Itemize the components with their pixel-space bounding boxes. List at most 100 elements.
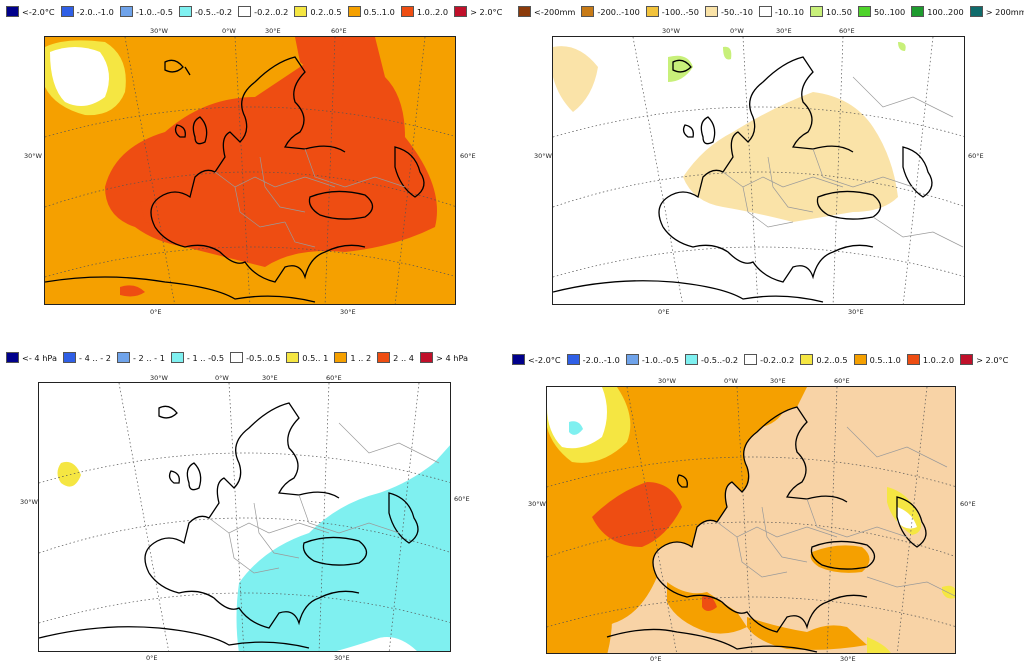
legend-label: -0.5..-0.2 bbox=[194, 6, 233, 17]
legend-swatch bbox=[400, 6, 414, 17]
legend-swatch bbox=[853, 354, 867, 365]
graticule bbox=[547, 387, 955, 653]
anomaly-area-warm bbox=[120, 285, 145, 297]
legend-item: 0.2..0.5 bbox=[800, 354, 848, 365]
legend: <-2.0°C -2.0..-1.0 -1.0..-0.5 -0.5..-0.2… bbox=[512, 354, 1014, 365]
map-frame bbox=[38, 382, 451, 652]
legend-swatch bbox=[377, 352, 391, 363]
legend-swatch bbox=[566, 354, 580, 365]
legend-label: -200..-100 bbox=[597, 6, 640, 17]
anomaly-area-warm bbox=[547, 557, 612, 653]
lon-label: 0°W bbox=[222, 27, 236, 35]
legend-item: -0.5..0.5 bbox=[230, 352, 280, 363]
anomaly-area-cool bbox=[569, 421, 583, 435]
map-frame bbox=[552, 36, 965, 305]
coastline bbox=[553, 56, 933, 303]
legend-item: -0.2..0.2 bbox=[238, 6, 288, 17]
legend-label: -0.5..0.5 bbox=[246, 352, 281, 363]
anomaly-area-warm bbox=[592, 482, 682, 547]
lon-label: 30°E bbox=[848, 308, 864, 316]
legend-swatch bbox=[420, 352, 434, 363]
anomaly-area-positive bbox=[57, 461, 81, 487]
legend-label: -2.0..-1.0 bbox=[582, 354, 620, 365]
legend-swatch bbox=[116, 352, 130, 363]
lon-label: 0°E bbox=[150, 308, 162, 316]
temperature-map bbox=[45, 37, 455, 304]
lon-label: 0°E bbox=[650, 655, 662, 663]
legend-label: - 1 .. -0.5 bbox=[186, 352, 225, 363]
legend-item: > 2.0°C bbox=[454, 6, 502, 17]
lon-label: 30°W bbox=[150, 374, 168, 382]
map-frame bbox=[44, 36, 456, 305]
legend-label: 0.5..1.0 bbox=[363, 6, 395, 17]
legend-label: 2 .. 4 bbox=[393, 352, 415, 363]
legend-item: > 4 hPa bbox=[420, 352, 468, 363]
lon-label: 30°W bbox=[150, 27, 168, 35]
legend-label: -0.2..0.2 bbox=[760, 354, 795, 365]
lon-label: 30°E bbox=[334, 654, 350, 662]
legend-label: 100..200 bbox=[927, 6, 964, 17]
legend-item: -10..10 bbox=[758, 6, 804, 17]
lon-label: 30°E bbox=[262, 374, 278, 382]
legend-label: <-200mm bbox=[534, 6, 576, 17]
legend: <-2.0°C -2.0..-1.0 -1.0..-0.5 -0.5..-0.2… bbox=[6, 6, 508, 17]
lat-label: 60°E bbox=[454, 495, 470, 503]
legend-item: -0.5..-0.2 bbox=[684, 354, 739, 365]
map-frame bbox=[546, 386, 956, 654]
legend-label: - 4 .. - 2 bbox=[79, 352, 111, 363]
lon-label: 0°W bbox=[215, 374, 229, 382]
legend: <- 4 hPa - 4 .. - 2 - 2 .. - 1 - 1 .. -0… bbox=[6, 352, 474, 363]
legend-swatch bbox=[238, 6, 252, 17]
legend-label: > 4 hPa bbox=[436, 352, 469, 363]
legend-swatch bbox=[178, 6, 192, 17]
anomaly-area-dry bbox=[553, 46, 598, 112]
legend-item: -0.5..-0.2 bbox=[178, 6, 233, 17]
lon-label: 30°E bbox=[340, 308, 356, 316]
legend-swatch bbox=[857, 6, 871, 17]
legend-label: <-2.0°C bbox=[528, 354, 561, 365]
precipitation-map bbox=[553, 37, 964, 304]
anomaly-area-mild bbox=[867, 637, 891, 653]
legend-label: > 2.0°C bbox=[470, 6, 503, 17]
anomaly-area-negative bbox=[236, 445, 450, 651]
pressure-map bbox=[39, 383, 450, 651]
lon-label: 0°E bbox=[658, 308, 670, 316]
legend-label: -1.0..-0.5 bbox=[641, 354, 679, 365]
legend-item: <- 4 hPa bbox=[6, 352, 57, 363]
graticule bbox=[45, 37, 455, 304]
legend-swatch bbox=[704, 6, 718, 17]
anomaly-area-neutral bbox=[547, 387, 607, 449]
legend-item: 1.0..2.0 bbox=[400, 6, 448, 17]
lon-label: 30°W bbox=[662, 27, 680, 35]
legend-swatch bbox=[645, 6, 659, 17]
legend-label: 0.2..0.5 bbox=[816, 354, 848, 365]
lon-label: 0°W bbox=[730, 27, 744, 35]
lon-label: 30°E bbox=[265, 27, 281, 35]
legend-swatch bbox=[334, 352, 348, 363]
lat-label: 30°W bbox=[20, 498, 38, 506]
legend-label: <- 4 hPa bbox=[22, 352, 58, 363]
legend-label: 50..100 bbox=[873, 6, 906, 17]
legend-item: 2 .. 4 bbox=[377, 352, 414, 363]
legend-label: 0.5..1.0 bbox=[869, 354, 901, 365]
legend-label: -0.5..-0.2 bbox=[700, 354, 739, 365]
legend-item: <-2.0°C bbox=[6, 6, 55, 17]
lon-label: 30°W bbox=[658, 377, 676, 385]
legend-item: 0.5..1.0 bbox=[347, 6, 395, 17]
panel-temperature-anomaly: <-2.0°C -2.0..-1.0 -1.0..-0.5 -0.5..-0.2… bbox=[0, 0, 512, 331]
lat-label: 60°E bbox=[968, 152, 984, 160]
panel-sst-anomaly: <-2.0°C -2.0..-1.0 -1.0..-0.5 -0.5..-0.2… bbox=[512, 332, 1024, 663]
legend-item: -2.0..-1.0 bbox=[60, 6, 114, 17]
coastline bbox=[39, 402, 419, 649]
legend-item: <-2.0°C bbox=[512, 354, 561, 365]
legend: <-200mm -200..-100 -100..-50 -50..-10 -1… bbox=[518, 6, 1024, 17]
legend-item: 0.5.. 1 bbox=[286, 352, 328, 363]
legend-label: - 2 .. - 1 bbox=[132, 352, 165, 363]
graticule bbox=[39, 383, 450, 651]
legend-item: - 4 .. - 2 bbox=[63, 352, 111, 363]
legend-swatch bbox=[625, 354, 639, 365]
lat-label: 60°E bbox=[460, 152, 476, 160]
legend-item: -50..-10 bbox=[704, 6, 753, 17]
lat-label: 60°E bbox=[960, 500, 976, 508]
legend-item: <-200mm bbox=[518, 6, 575, 17]
